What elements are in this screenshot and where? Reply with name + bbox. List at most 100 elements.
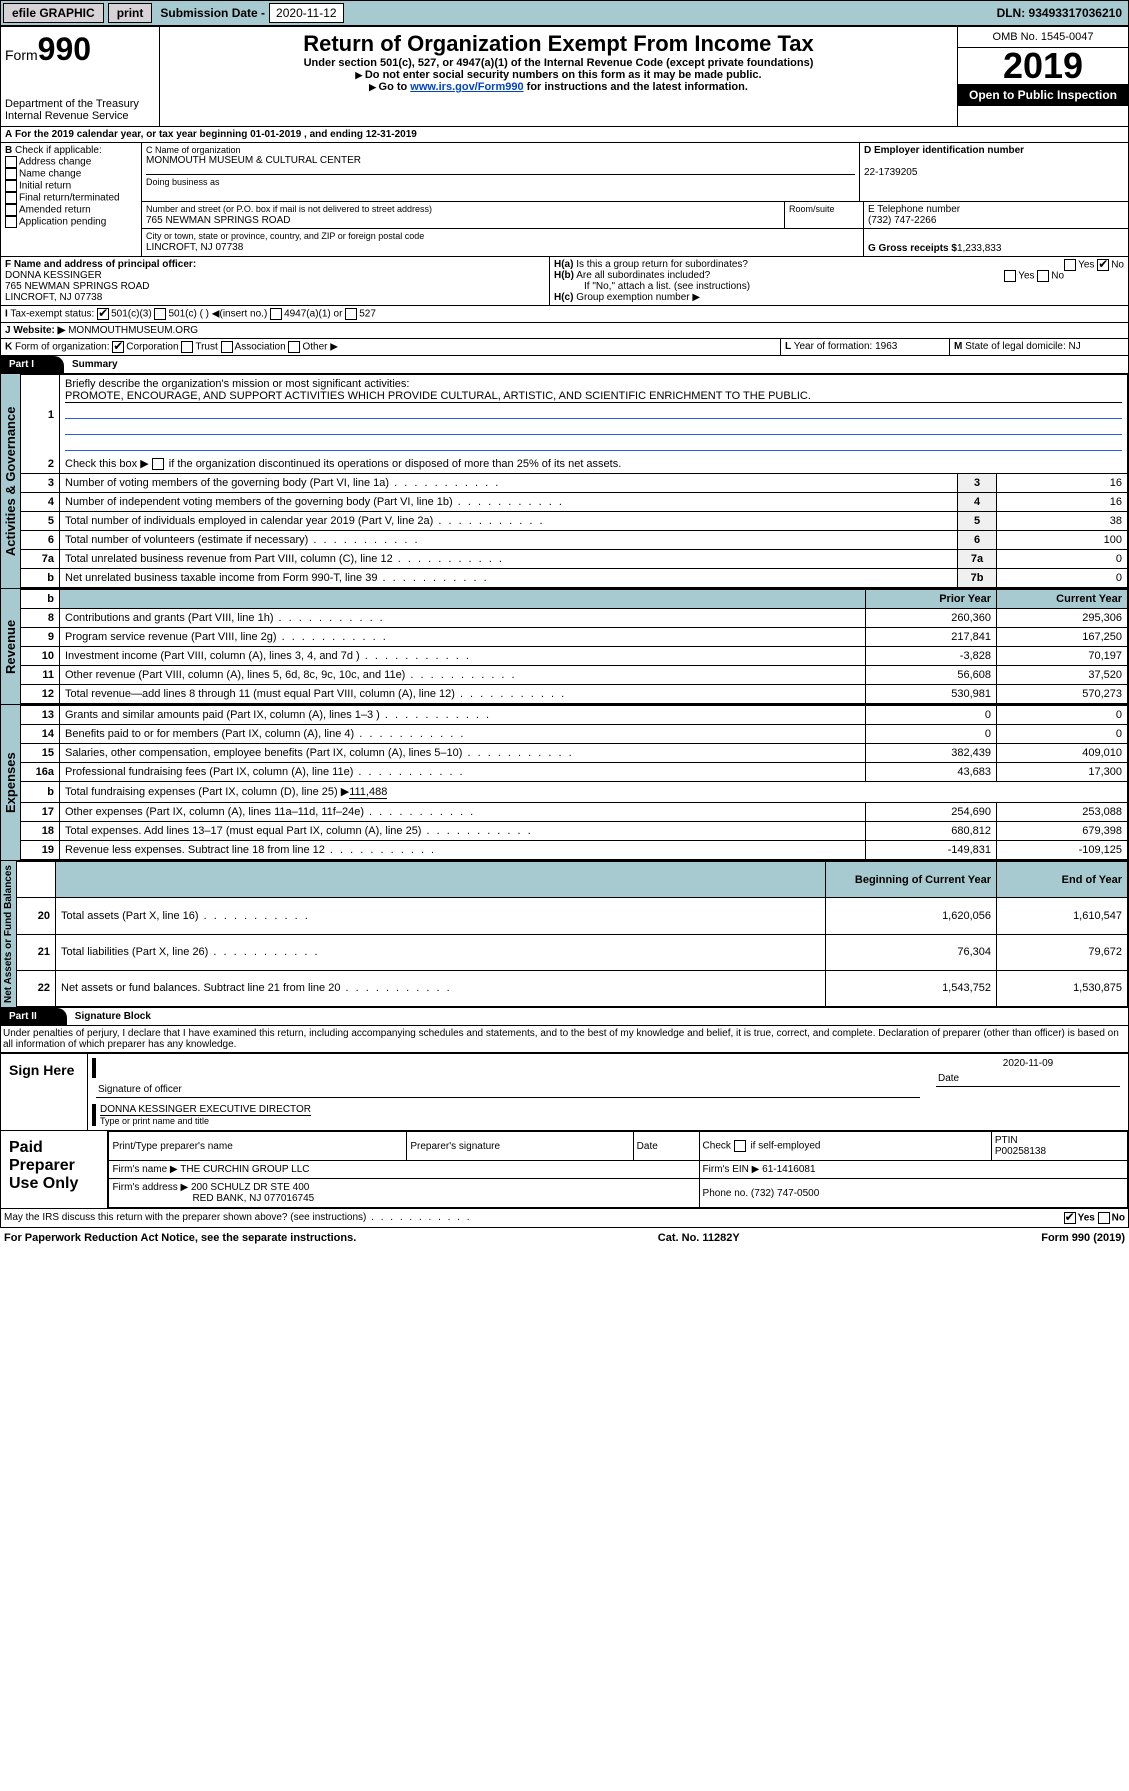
line6-text: Total number of volunteers (estimate if … xyxy=(60,531,958,550)
city-label: City or town, state or province, country… xyxy=(146,231,424,241)
footer-center: Cat. No. 11282Y xyxy=(658,1232,740,1244)
declaration: Under penalties of perjury, I declare th… xyxy=(0,1026,1129,1053)
trust-checkbox[interactable] xyxy=(181,341,193,353)
submission-date: 2020-11-12 xyxy=(269,3,344,23)
table-row: 11Other revenue (Part VIII, column (A), … xyxy=(21,666,1128,685)
print-button[interactable]: print xyxy=(108,3,153,23)
irs-label: Internal Revenue Service xyxy=(5,110,155,122)
line3-text: Number of voting members of the governin… xyxy=(60,474,958,493)
h-note: If "No," attach a list. (see instruction… xyxy=(554,281,1124,292)
table-row: 21Total liabilities (Part X, line 26)76,… xyxy=(17,934,1128,970)
line6-value: 100 xyxy=(997,531,1128,550)
address-change-checkbox[interactable] xyxy=(5,156,17,168)
dln: DLN: 93493317036210 xyxy=(997,6,1126,20)
line5-text: Total number of individuals employed in … xyxy=(60,512,958,531)
table-row: 17Other expenses (Part IX, column (A), l… xyxy=(21,803,1128,822)
part-ii-label: Part II xyxy=(1,1008,67,1025)
city-value: LINCROFT, NJ 07738 xyxy=(146,242,243,253)
sig-date: 2020-11-09 xyxy=(928,1054,1128,1069)
4947-checkbox[interactable] xyxy=(270,308,282,320)
line7a-text: Total unrelated business revenue from Pa… xyxy=(60,550,958,569)
net-assets-header: Net Assets or Fund Balances xyxy=(1,861,16,1007)
table-row: 18Total expenses. Add lines 13–17 (must … xyxy=(21,822,1128,841)
other-checkbox[interactable] xyxy=(288,341,300,353)
hc-text: Group exemption number ▶ xyxy=(576,292,700,303)
application-pending-checkbox[interactable] xyxy=(5,216,17,228)
hb-yes-checkbox[interactable] xyxy=(1004,270,1016,282)
501c3-checkbox[interactable] xyxy=(97,308,109,320)
hb-no-checkbox[interactable] xyxy=(1037,270,1049,282)
street-address: 765 NEWMAN SPRINGS ROAD xyxy=(146,215,290,226)
ha-yes-checkbox[interactable] xyxy=(1064,259,1076,271)
firm-phone: (732) 747-0500 xyxy=(751,1188,819,1199)
address-label: Number and street (or P.O. box if mail i… xyxy=(146,204,432,214)
phone-value: (732) 747-2266 xyxy=(868,215,936,226)
firm-ein: 61-1416081 xyxy=(762,1164,815,1175)
ein-label: D Employer identification number xyxy=(864,145,1024,156)
subtitle-1: Under section 501(c), 527, or 4947(a)(1)… xyxy=(164,57,953,69)
ptin-value: P00258138 xyxy=(995,1146,1046,1157)
line16b-value: 111,488 xyxy=(349,786,387,799)
amended-return-checkbox[interactable] xyxy=(5,204,17,216)
527-checkbox[interactable] xyxy=(345,308,357,320)
corp-checkbox[interactable] xyxy=(112,341,124,353)
discuss-text: May the IRS discuss this return with the… xyxy=(4,1212,1064,1224)
revenue-header: Revenue xyxy=(1,589,20,704)
paid-preparer: Paid Preparer Use Only xyxy=(1,1131,108,1208)
firm-name: THE CURCHIN GROUP LLC xyxy=(180,1164,309,1175)
table-row: 16aProfessional fundraising fees (Part I… xyxy=(21,763,1128,782)
hb-text: Are all subordinates included? xyxy=(576,270,710,281)
final-return-checkbox[interactable] xyxy=(5,192,17,204)
form-label: Form xyxy=(5,47,38,63)
footer-right: Form 990 (2019) xyxy=(1041,1232,1125,1244)
table-row: 22Net assets or fund balances. Subtract … xyxy=(17,970,1128,1006)
officer-name: DONNA KESSINGER xyxy=(5,270,102,281)
ha-text: Is this a group return for subordinates? xyxy=(576,259,748,270)
expenses-header: Expenses xyxy=(1,705,20,860)
officer-city: LINCROFT, NJ 07738 xyxy=(5,292,102,303)
table-row: 14Benefits paid to or for members (Part … xyxy=(21,725,1128,744)
line2-checkbox[interactable] xyxy=(152,458,164,470)
table-row: 9Program service revenue (Part VIII, lin… xyxy=(21,628,1128,647)
table-row: 19Revenue less expenses. Subtract line 1… xyxy=(21,841,1128,860)
gross-receipts-value: 1,233,833 xyxy=(957,243,1002,254)
sign-here: Sign Here xyxy=(1,1054,88,1130)
phone-label: E Telephone number xyxy=(868,204,960,215)
open-public: Open to Public Inspection xyxy=(958,84,1128,106)
dept-treasury: Department of the Treasury xyxy=(5,98,155,110)
line4-value: 16 xyxy=(997,493,1128,512)
line3-value: 16 xyxy=(997,474,1128,493)
state-domicile: NJ xyxy=(1069,341,1081,352)
name-change-checkbox[interactable] xyxy=(5,168,17,180)
net-assets-table: Beginning of Current YearEnd of Year 20T… xyxy=(16,861,1128,1007)
discuss-no-checkbox[interactable] xyxy=(1098,1212,1110,1224)
form990-link[interactable]: www.irs.gov/Form990 xyxy=(410,81,523,93)
self-employed-checkbox[interactable] xyxy=(734,1140,746,1152)
501c-checkbox[interactable] xyxy=(154,308,166,320)
room-suite: Room/suite xyxy=(785,202,864,228)
efile-button[interactable]: efile GRAPHIC xyxy=(3,3,104,23)
ha-no-checkbox[interactable] xyxy=(1097,259,1109,271)
ein-value: 22-1739205 xyxy=(864,167,917,178)
table-row: 10Investment income (Part VIII, column (… xyxy=(21,647,1128,666)
assoc-checkbox[interactable] xyxy=(221,341,233,353)
officer-addr: 765 NEWMAN SPRINGS ROAD xyxy=(5,281,149,292)
website-value: MONMOUTHMUSEUM.ORG xyxy=(68,325,198,336)
line-a: For the 2019 calendar year, or tax year … xyxy=(15,129,417,140)
form-number: 990 xyxy=(38,31,91,67)
line7b-text: Net unrelated business taxable income fr… xyxy=(60,569,958,588)
part-i-label: Part I xyxy=(1,356,64,373)
initial-return-checkbox[interactable] xyxy=(5,180,17,192)
line7a-value: 0 xyxy=(997,550,1128,569)
sig-officer-label: Signature of officer xyxy=(96,1082,920,1098)
form-title: Return of Organization Exempt From Incom… xyxy=(164,31,953,57)
table-row: 20Total assets (Part X, line 16)1,620,05… xyxy=(17,898,1128,934)
top-toolbar: efile GRAPHIC print Submission Date - 20… xyxy=(0,0,1129,26)
discuss-yes-checkbox[interactable] xyxy=(1064,1212,1076,1224)
table-row: 15Salaries, other compensation, employee… xyxy=(21,744,1128,763)
year-formation: 1963 xyxy=(875,341,897,352)
subtitle-2: Do not enter social security numbers on … xyxy=(164,69,953,81)
line7b-value: 0 xyxy=(997,569,1128,588)
tax-year: 2019 xyxy=(958,48,1128,84)
part-i-title: Summary xyxy=(64,359,118,370)
